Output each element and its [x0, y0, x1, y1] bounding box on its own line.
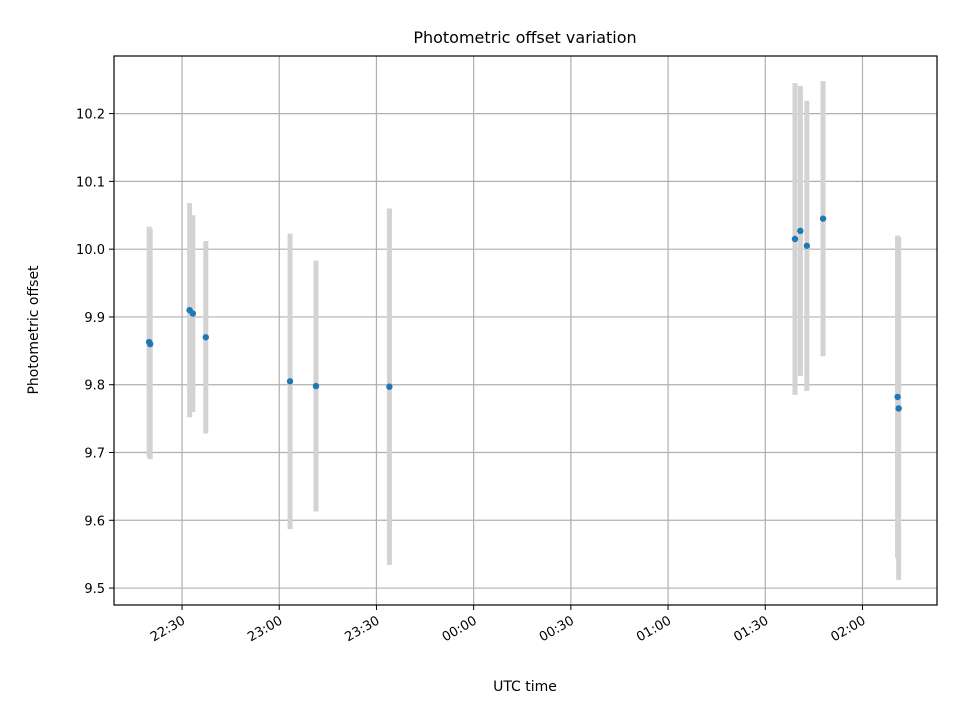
y-axis-label: Photometric offset [26, 265, 42, 395]
x-tick-label: 00:30 [537, 613, 577, 645]
x-tick-label: 01:00 [634, 613, 674, 645]
data-point [202, 334, 210, 341]
plot-frame [113, 55, 938, 606]
data-point [894, 393, 901, 401]
y-tick-label: 9.6 [84, 514, 105, 529]
y-tick-label: 9.5 [84, 582, 105, 597]
data-point [819, 215, 827, 222]
y-tick-label: 10.2 [76, 108, 105, 123]
y-tick-label: 9.8 [84, 379, 105, 394]
data-point [791, 235, 799, 243]
x-tick-label: 23:30 [343, 613, 383, 645]
y-axis-ticks: 9.5 9.6 9.7 9.8 9.9 10.0 10.1 10.2 [76, 108, 114, 597]
y-tick-label: 9.7 [84, 447, 105, 462]
x-tick-label: 00:00 [440, 613, 480, 645]
x-tick-label: 22:30 [148, 613, 188, 645]
x-tick-label: 02:00 [829, 613, 869, 645]
x-tick-label: 01:30 [731, 613, 771, 645]
data-point [895, 405, 902, 412]
x-tick-label: 23:00 [245, 613, 285, 645]
x-axis-label: UTC time [493, 679, 557, 695]
grid [114, 56, 937, 605]
x-axis-ticks: 22:30 23:00 23:30 00:00 00:30 01:00 01:30 02:00 [148, 605, 868, 645]
data-point [146, 340, 154, 348]
y-tick-label: 10.1 [76, 175, 105, 190]
errorbars [146, 81, 902, 580]
y-tick-label: 10.0 [76, 243, 105, 258]
y-tick-label: 9.9 [84, 311, 105, 326]
data-point [386, 383, 393, 390]
data-point [286, 378, 294, 385]
data-points [145, 215, 902, 412]
data-point [312, 382, 320, 390]
data-point [189, 310, 197, 317]
data-point [803, 242, 811, 249]
data-point [797, 227, 804, 235]
chart-title: Photometric offset variation [413, 28, 636, 47]
